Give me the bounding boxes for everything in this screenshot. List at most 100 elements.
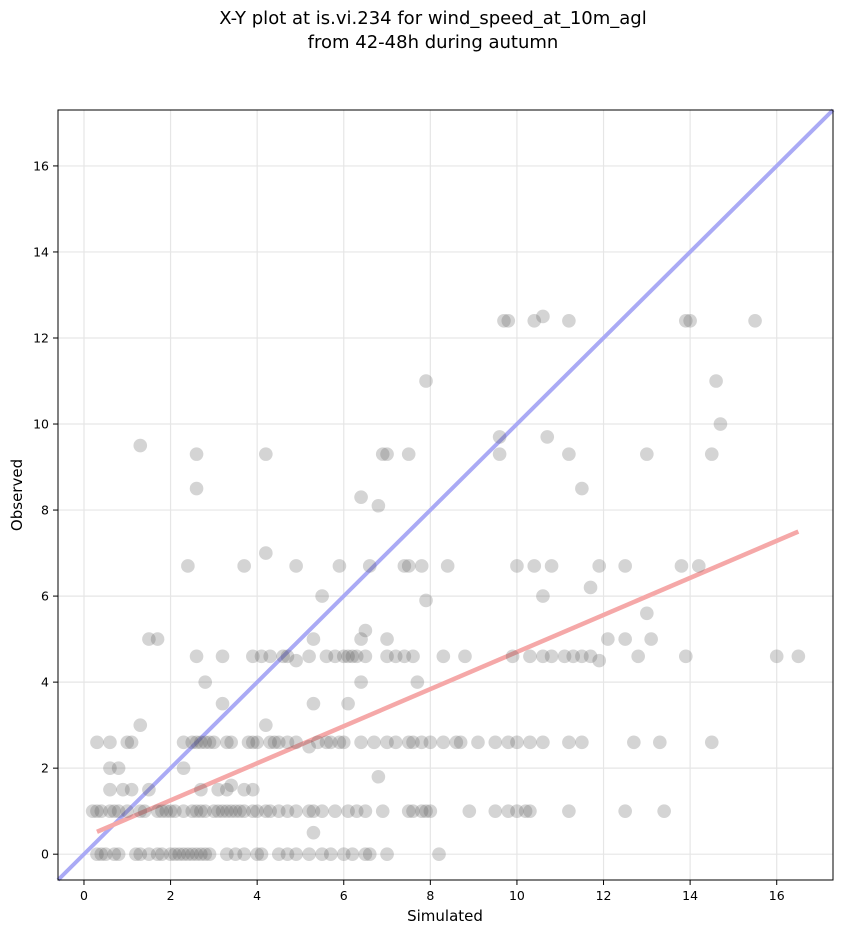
data-point (207, 735, 221, 750)
data-point (349, 804, 364, 818)
data-point (111, 761, 126, 775)
data-point (280, 804, 295, 818)
data-point (189, 649, 204, 664)
data-point (332, 559, 347, 573)
data-point (176, 735, 191, 750)
data-point (704, 447, 719, 461)
data-point (345, 847, 360, 861)
data-point (380, 632, 394, 646)
data-point (259, 546, 273, 560)
data-point (380, 649, 394, 664)
data-point (189, 481, 204, 496)
data-point (401, 447, 416, 461)
data-point (323, 847, 338, 861)
data-point (501, 313, 516, 328)
data-point (562, 735, 576, 750)
data-point (103, 782, 117, 797)
reference-lines (56, 108, 835, 882)
data-point (631, 649, 645, 664)
data-point (133, 718, 148, 732)
data-point (414, 804, 429, 818)
data-point (246, 649, 260, 664)
data-point (241, 735, 256, 750)
data-point (315, 847, 329, 861)
data-point (388, 649, 403, 664)
data-point (354, 735, 368, 750)
data-point (224, 735, 238, 750)
data-point (302, 847, 316, 861)
data-point (220, 804, 234, 818)
data-point (263, 649, 277, 664)
data-point (263, 735, 277, 750)
data-point (536, 649, 550, 664)
regression-line (96, 529, 800, 834)
data-point (289, 653, 303, 668)
data-point (566, 649, 581, 664)
data-point (371, 498, 386, 513)
data-point (159, 804, 174, 818)
data-point (103, 761, 117, 775)
data-point (263, 804, 277, 818)
data-point (332, 735, 347, 750)
data-point (375, 447, 390, 461)
data-point (233, 804, 247, 818)
data-point (181, 559, 195, 573)
data-point (211, 782, 225, 797)
data-point (544, 649, 559, 664)
data-point (94, 804, 109, 818)
data-point (246, 804, 260, 818)
data-point (272, 847, 286, 861)
chart-subtitle: from 42-48h during autumn (308, 32, 559, 53)
data-point (592, 559, 607, 573)
data-point (90, 804, 104, 818)
data-point (237, 782, 251, 797)
data-point (220, 735, 234, 750)
y-axis-label: Observed (8, 459, 26, 531)
data-point (90, 735, 104, 750)
data-point (406, 649, 420, 664)
data-point (133, 804, 148, 818)
data-point (575, 735, 589, 750)
y-tick-label: 6 (41, 589, 49, 604)
data-point (358, 847, 373, 861)
data-point (406, 804, 420, 818)
data-points (85, 309, 806, 861)
data-point (436, 735, 451, 750)
data-point (202, 735, 217, 750)
data-point (583, 649, 598, 664)
data-point (601, 632, 615, 646)
data-point (769, 649, 784, 664)
data-point (627, 735, 641, 750)
data-point (523, 804, 537, 818)
data-point (527, 313, 542, 328)
x-tick-label: 16 (769, 888, 785, 903)
data-point (133, 847, 148, 861)
data-point (488, 735, 503, 750)
data-point (527, 559, 542, 573)
data-point (172, 847, 187, 861)
data-point (380, 847, 394, 861)
data-point (185, 804, 200, 818)
data-point (120, 735, 135, 750)
data-point (523, 735, 537, 750)
data-point (198, 847, 213, 861)
data-point (250, 735, 264, 750)
data-point (375, 804, 390, 818)
data-point (678, 649, 693, 664)
data-point (181, 847, 195, 861)
data-point (341, 696, 355, 711)
data-point (328, 649, 342, 664)
data-point (371, 769, 386, 784)
x-tick-label: 0 (80, 888, 88, 903)
data-point (319, 649, 334, 664)
data-point (401, 559, 416, 573)
data-point (302, 649, 316, 664)
data-point (228, 804, 243, 818)
data-point (536, 589, 550, 603)
data-point (354, 675, 368, 689)
data-point (267, 735, 282, 750)
data-point (137, 804, 152, 818)
data-point (380, 735, 394, 750)
x-tick-label: 2 (167, 888, 175, 903)
